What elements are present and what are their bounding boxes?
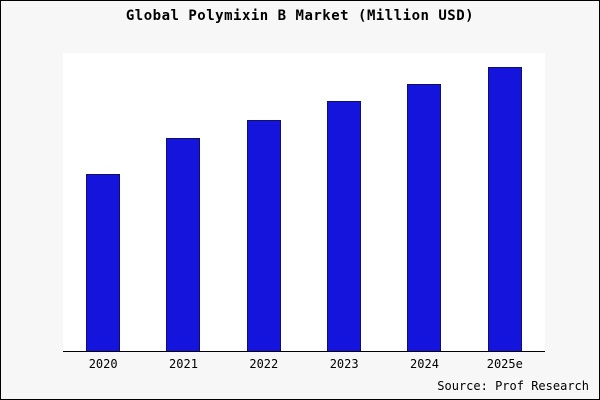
x-axis-ticks: 2020 2021 2022 2023 2024 2025e <box>63 357 545 371</box>
bar-slot <box>465 53 545 351</box>
bar-slot <box>384 53 464 351</box>
bar-2022 <box>246 119 281 351</box>
bar-2024 <box>407 84 442 351</box>
x-tick-label-2021: 2021 <box>169 357 198 371</box>
chart-title: Global Polymixin B Market (Million USD) <box>125 8 475 24</box>
x-tick-label-2023: 2023 <box>329 357 359 371</box>
x-tick-label-2025e: 2025e <box>486 357 523 371</box>
bar-2021 <box>166 138 201 351</box>
source-annotation: Source: Prof Research <box>437 379 589 393</box>
bar-2023 <box>327 101 362 351</box>
bar-slot <box>63 53 143 351</box>
bar-slot <box>143 53 223 351</box>
plot-area <box>63 53 545 352</box>
bars-container <box>63 53 545 351</box>
bar-2025e <box>487 67 522 351</box>
bar-slot <box>304 53 384 351</box>
bar-2020 <box>86 173 121 351</box>
x-tick-label-2020: 2020 <box>88 357 118 371</box>
bar-slot <box>224 53 304 351</box>
x-tick-label-2022: 2022 <box>249 357 279 371</box>
x-tick-label-2024: 2024 <box>410 357 439 371</box>
